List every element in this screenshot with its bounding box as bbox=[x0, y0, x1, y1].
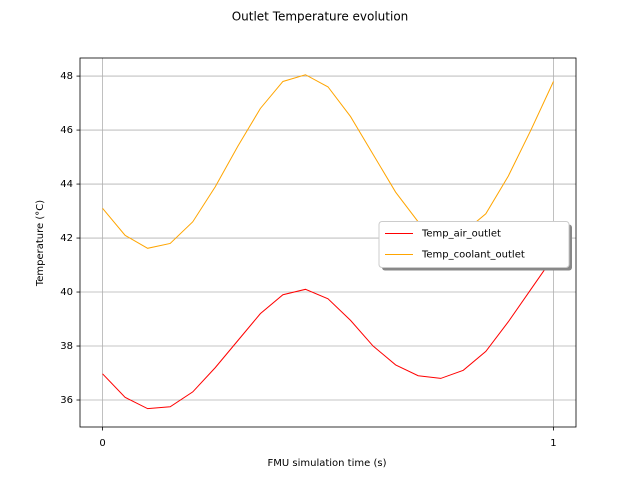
y-tick-label: 48 bbox=[60, 71, 73, 82]
axes-frame bbox=[79, 57, 577, 428]
legend-box bbox=[378, 221, 570, 268]
grid bbox=[80, 58, 576, 427]
y-tick-label: 40 bbox=[60, 287, 73, 298]
y-tick-label: 46 bbox=[60, 125, 73, 136]
y-tick-label: 36 bbox=[60, 395, 73, 406]
line-series bbox=[102, 256, 554, 410]
y-axis-label: Temperature (°C) bbox=[35, 200, 46, 287]
line-series bbox=[102, 74, 554, 249]
y-tick-label: 38 bbox=[60, 341, 73, 352]
plot-area bbox=[102, 74, 554, 410]
x-tick-label: 0 bbox=[99, 438, 105, 449]
legend: Temp_air_outlet Temp_coolant_outlet bbox=[378, 221, 572, 271]
x-axis-label: FMU simulation time (s) bbox=[268, 458, 387, 469]
legend-label: Temp_air_outlet bbox=[421, 229, 501, 240]
y-tick-label: 44 bbox=[60, 179, 73, 190]
y-tick-label: 42 bbox=[60, 233, 73, 244]
chart-title: Outlet Temperature evolution bbox=[232, 10, 409, 24]
legend-label: Temp_coolant_outlet bbox=[421, 250, 525, 261]
x-tick-label: 1 bbox=[550, 438, 556, 449]
